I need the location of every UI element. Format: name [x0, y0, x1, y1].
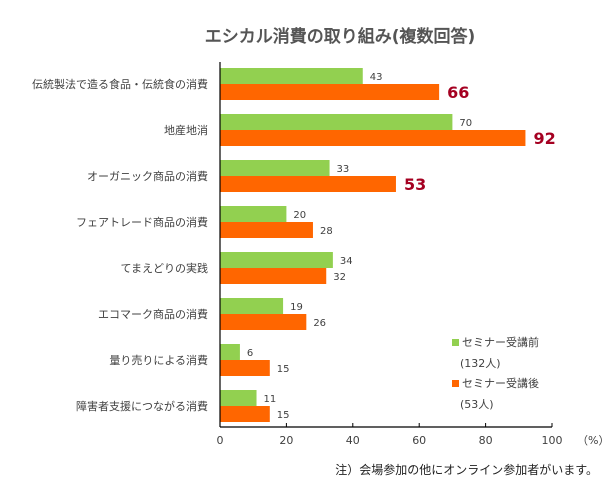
data-label: 19	[290, 302, 303, 313]
data-label: 6	[247, 348, 253, 359]
category-label: エコマーク商品の消費	[98, 307, 208, 321]
chart-title: エシカル消費の取り組み(複数回答)	[205, 26, 476, 47]
data-label: 34	[340, 256, 353, 267]
data-label: 32	[333, 272, 346, 283]
x-tick-label: 100	[542, 434, 563, 447]
data-label: 15	[277, 410, 290, 421]
bar-after	[220, 130, 526, 146]
bar-before	[220, 344, 240, 360]
data-label: 26	[313, 318, 326, 329]
bar-before	[220, 68, 363, 84]
bar-before	[220, 298, 284, 314]
x-axis-unit: （%）	[577, 434, 609, 447]
category-label: フェアトレード商品の消費	[76, 215, 208, 229]
bar-after	[220, 268, 327, 284]
x-tick-label: 80	[479, 434, 493, 447]
legend-label-before: セミナー受講前	[462, 335, 539, 349]
data-label: 66	[447, 83, 469, 102]
data-label: 15	[277, 364, 290, 375]
footnote: 注）会場参加の他にオンライン参加者がいます。	[335, 462, 598, 477]
data-label: 92	[533, 129, 555, 148]
legend-sub-before: (132人)	[460, 357, 501, 370]
legend: セミナー受講前 (132人) セミナー受講後 (53人)	[452, 335, 539, 411]
legend-swatch-before	[452, 339, 459, 346]
x-tick-label: 60	[412, 434, 426, 447]
category-label: 伝統製法で造る食品・伝統食の消費	[32, 77, 208, 91]
category-label: 地産地消	[164, 123, 208, 137]
category-label: 量り売りによる消費	[109, 353, 208, 367]
legend-sub-after: (53人)	[460, 398, 494, 411]
data-label: 11	[264, 394, 277, 405]
bar-before	[220, 206, 287, 222]
x-tick-label: 40	[346, 434, 360, 447]
bar-after	[220, 84, 440, 100]
bar-before	[220, 160, 330, 176]
data-label: 53	[404, 175, 426, 194]
bar-before	[220, 390, 257, 406]
bar-after	[220, 406, 270, 422]
legend-swatch-after	[452, 380, 459, 387]
bar-after	[220, 176, 396, 192]
x-tick-label: 20	[279, 434, 293, 447]
bar-before	[220, 252, 333, 268]
bar-before	[220, 114, 453, 130]
data-label: 43	[370, 72, 383, 83]
bar-after	[220, 314, 307, 330]
legend-label-after: セミナー受講後	[462, 376, 539, 390]
bar-after	[220, 360, 270, 376]
bar-after	[220, 222, 313, 238]
data-label: 20	[293, 210, 306, 221]
x-tick-label: 0	[217, 434, 224, 447]
category-label: てまえどりの実践	[121, 261, 208, 275]
data-label: 33	[337, 164, 350, 175]
category-label: オーガニック商品の消費	[87, 169, 208, 183]
data-label: 70	[459, 118, 472, 129]
data-label: 28	[320, 226, 333, 237]
category-label: 障害者支援につながる消費	[76, 399, 208, 413]
